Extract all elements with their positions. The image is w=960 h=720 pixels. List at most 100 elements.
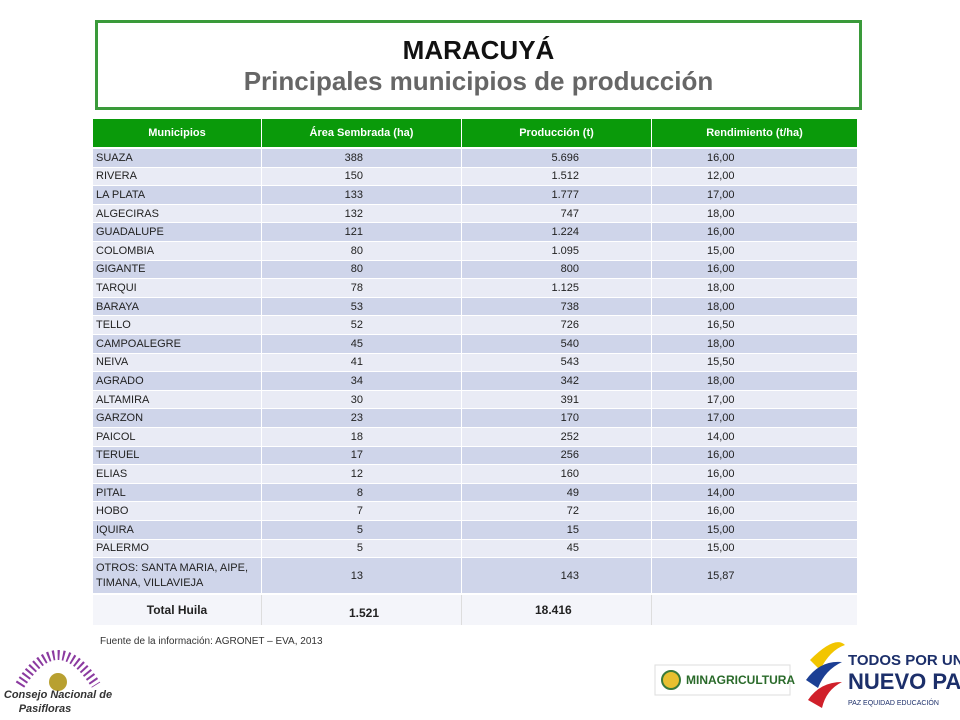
value-cell: 16,00 (652, 465, 858, 484)
municipio-cell: TELLO (93, 316, 262, 335)
value-cell: 388 (262, 149, 462, 168)
municipio-cell: ELIAS (93, 465, 262, 484)
value-cell: 18 (262, 428, 462, 447)
municipio-cell: ALTAMIRA (93, 390, 262, 410)
value-cell: 252 (462, 428, 652, 447)
value-cell: 16,00 (652, 260, 858, 280)
value-cell: 17,00 (652, 186, 858, 205)
municipio-cell: COLOMBIA (93, 242, 262, 261)
value-cell: 1.095 (462, 242, 652, 261)
municipio-cell: HOBO (93, 502, 262, 521)
value-cell: 160 (462, 465, 652, 484)
value-cell: 540 (462, 335, 652, 354)
value-cell: 23 (262, 409, 462, 428)
value-cell: 18,00 (652, 204, 858, 224)
value-cell: 49 (462, 483, 652, 503)
value-cell: 17,00 (652, 409, 858, 428)
value-cell: 738 (462, 297, 652, 317)
title-box: MARACUYÁ Principales municipios de produ… (95, 20, 862, 110)
value-cell: 121 (262, 223, 462, 242)
value-cell: 543 (462, 353, 652, 373)
value-cell: 13 (262, 558, 462, 595)
total-cell: 1.521 (262, 595, 462, 626)
gov-icon (806, 642, 845, 708)
value-cell: 72 (462, 502, 652, 521)
value-cell: 30 (262, 390, 462, 410)
value-cell: 18,00 (652, 297, 858, 317)
column-header: Área Sembrada (ha) (262, 119, 462, 147)
ministry-text: MINAGRICULTURA (686, 673, 795, 687)
value-cell: 14,00 (652, 428, 858, 447)
value-cell: 8 (262, 483, 462, 503)
value-cell: 1.125 (462, 279, 652, 298)
value-cell: 80 (262, 242, 462, 261)
municipio-cell: SUAZA (93, 149, 262, 168)
municipio-cell: PAICOL (93, 428, 262, 447)
value-cell: 15,50 (652, 353, 858, 373)
value-cell: 12 (262, 465, 462, 484)
value-cell: 391 (462, 390, 652, 410)
value-cell: 15,00 (652, 242, 858, 261)
value-cell: 14,00 (652, 483, 858, 503)
value-cell: 18,00 (652, 279, 858, 298)
value-cell: 15,87 (652, 558, 858, 595)
value-cell: 5 (262, 539, 462, 559)
value-cell: 41 (262, 353, 462, 373)
consejo-text: Pasifloras (19, 703, 72, 715)
municipio-cell: BARAYA (93, 297, 262, 317)
value-cell: 150 (262, 167, 462, 187)
total-cell (652, 595, 858, 626)
value-cell: 16,50 (652, 316, 858, 335)
municipio-cell: ALGECIRAS (93, 204, 262, 224)
value-cell: 16,00 (652, 149, 858, 168)
value-cell: 132 (262, 204, 462, 224)
value-cell: 256 (462, 446, 652, 466)
value-cell: 16,00 (652, 223, 858, 242)
gov-text: TODOS POR UN (848, 652, 960, 669)
total-cell: Total Huila (93, 595, 262, 626)
value-cell: 143 (462, 558, 652, 595)
value-cell: 34 (262, 372, 462, 391)
total-cell: 18.416 (462, 595, 652, 626)
value-cell: 17,00 (652, 390, 858, 410)
pasiflora-icon (15, 650, 101, 691)
municipio-cell: PITAL (93, 483, 262, 503)
value-cell: 12,00 (652, 167, 858, 187)
municipio-cell: GUADALUPE (93, 223, 262, 242)
value-cell: 747 (462, 204, 652, 224)
value-cell: 80 (262, 260, 462, 280)
value-cell: 45 (462, 539, 652, 559)
value-cell: 15,00 (652, 539, 858, 559)
subtitle: Principales municipios de producción (243, 66, 714, 96)
value-cell: 52 (262, 316, 462, 335)
column-header: Municipios (93, 119, 262, 147)
municipio-cell: LA PLATA (93, 186, 262, 205)
municipio-cell: NEIVA (93, 353, 262, 373)
municipio-cell: RIVERA (93, 167, 262, 187)
value-cell: 726 (462, 316, 652, 335)
municipio-cell: GIGANTE (93, 260, 262, 280)
value-cell: 5 (262, 521, 462, 540)
municipio-cell: TARQUI (93, 279, 262, 298)
value-cell: 7 (262, 502, 462, 521)
value-cell: 15,00 (652, 521, 858, 540)
municipio-cell: GARZON (93, 409, 262, 428)
column-header: Producción (t) (462, 119, 652, 147)
value-cell: 78 (262, 279, 462, 298)
value-cell: 170 (462, 409, 652, 428)
logos: Consejo Nacional de Pasifloras MINAGRICU… (4, 642, 960, 715)
value-cell: 800 (462, 260, 652, 280)
value-cell: 1.512 (462, 167, 652, 187)
municipio-cell: IQUIRA (93, 521, 262, 540)
ministry-seal (661, 670, 681, 690)
gov-text: NUEVO PAÍS (848, 669, 960, 694)
value-cell: 1.224 (462, 223, 652, 242)
municipio-cell: AGRADO (93, 372, 262, 391)
value-cell: 45 (262, 335, 462, 354)
value-cell: 18,00 (652, 335, 858, 354)
value-cell: 15 (462, 521, 652, 540)
consejo-text: Consejo Nacional de (4, 689, 112, 701)
value-cell: 342 (462, 372, 652, 391)
municipio-cell: OTROS: SANTA MARIA, AIPE, TIMANA, VILLAV… (93, 558, 262, 595)
